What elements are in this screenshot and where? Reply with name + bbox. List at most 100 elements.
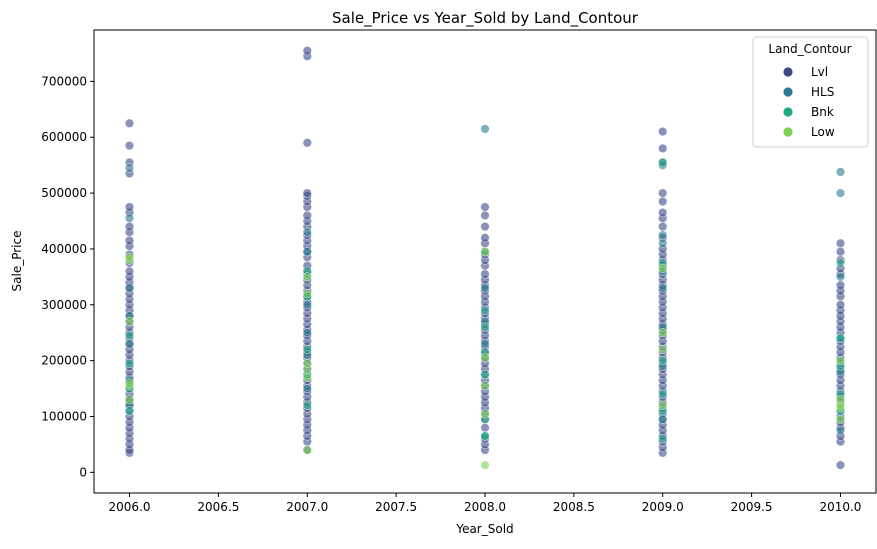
data-point-low bbox=[658, 400, 668, 410]
x-tick-label: 2007.0 bbox=[286, 500, 328, 514]
data-point-hls bbox=[302, 300, 312, 310]
y-tick-label: 300000 bbox=[41, 298, 87, 312]
y-tick-label: 600000 bbox=[41, 130, 87, 144]
legend: Land_Contour Lvl HLS Bnk Low bbox=[752, 36, 869, 148]
x-axis: 2006.0 2006.5 2007.0 2007.5 2008.0 2008.5 2009… bbox=[109, 493, 861, 514]
data-point-bnk bbox=[124, 358, 135, 369]
data-point-lvl bbox=[658, 188, 668, 198]
data-point-hls bbox=[658, 238, 668, 248]
data-point-hls bbox=[658, 230, 668, 240]
y-tick-label: 400000 bbox=[41, 242, 87, 256]
data-point-hls bbox=[835, 188, 846, 198]
data-point-low bbox=[835, 414, 846, 424]
data-point-low bbox=[302, 372, 312, 383]
data-point-bnk bbox=[658, 356, 668, 366]
data-point-bnk bbox=[480, 322, 490, 332]
data-point-low bbox=[480, 353, 490, 363]
data-point-hls bbox=[480, 124, 490, 134]
data-point-lvl bbox=[302, 46, 312, 56]
data-point-lvl bbox=[480, 269, 490, 279]
legend-label-low: Low bbox=[811, 125, 835, 139]
legend-marker-bnk bbox=[783, 107, 793, 117]
data-point-hls bbox=[302, 328, 312, 338]
data-point-lvl bbox=[835, 247, 846, 257]
data-point-hls bbox=[302, 227, 312, 237]
legend-title: Land_Contour bbox=[768, 42, 851, 56]
y-tick-label: 200000 bbox=[41, 354, 87, 368]
x-tick-label: 2010.0 bbox=[819, 500, 861, 514]
data-point-bnk bbox=[302, 400, 312, 410]
y-tick-label: 0 bbox=[79, 465, 87, 479]
data-point-low bbox=[835, 356, 846, 366]
data-point-lvl bbox=[835, 460, 846, 470]
data-point-hls bbox=[124, 339, 135, 349]
data-point-hls bbox=[480, 283, 490, 293]
data-point-lvl bbox=[658, 196, 668, 207]
data-point-lvl bbox=[124, 118, 135, 128]
data-point-lvl bbox=[302, 210, 312, 220]
data-point-low bbox=[124, 316, 135, 327]
data-point-low bbox=[658, 263, 668, 274]
y-tick-label: 100000 bbox=[41, 409, 87, 423]
data-point-low bbox=[658, 328, 668, 338]
data-point-hls bbox=[835, 167, 846, 177]
data-point-lvl bbox=[480, 202, 490, 212]
data-point-hls bbox=[658, 414, 668, 424]
data-point-lvl bbox=[658, 222, 668, 232]
data-point-hls bbox=[124, 283, 135, 293]
data-point-hls bbox=[124, 163, 135, 173]
legend-marker-lvl bbox=[783, 67, 793, 77]
legend-marker-low bbox=[783, 127, 793, 137]
data-point-bnk bbox=[124, 406, 135, 416]
data-point-hls bbox=[835, 272, 846, 282]
data-point-low bbox=[124, 395, 135, 405]
data-point-lvl bbox=[835, 280, 846, 290]
data-point-bnk bbox=[124, 330, 135, 341]
legend-label-lvl: Lvl bbox=[811, 65, 828, 79]
data-point-lvl bbox=[302, 188, 312, 198]
y-tick-label: 500000 bbox=[41, 186, 87, 200]
data-point-lvl bbox=[480, 210, 490, 220]
data-point-low bbox=[480, 247, 490, 257]
data-point-hls bbox=[124, 213, 135, 223]
data-point-low bbox=[124, 378, 135, 388]
data-point-low bbox=[658, 344, 668, 355]
data-point-lvl bbox=[124, 266, 135, 276]
data-point-bnk bbox=[302, 344, 312, 355]
data-point-bnk bbox=[480, 370, 490, 380]
y-axis-label: Sale_Price bbox=[10, 231, 24, 292]
data-point-hls bbox=[480, 339, 490, 349]
data-point-bnk bbox=[658, 389, 668, 399]
data-point-hls bbox=[302, 247, 312, 257]
x-tick-label: 2006.5 bbox=[197, 500, 239, 514]
data-point-low bbox=[124, 252, 135, 262]
data-point-lvl bbox=[658, 127, 668, 137]
data-point-lvl bbox=[124, 222, 135, 232]
data-point-lvl bbox=[302, 138, 312, 148]
legend-box bbox=[752, 36, 869, 148]
data-point-lvl bbox=[124, 141, 135, 151]
data-point-bnk bbox=[480, 431, 490, 441]
x-tick-label: 2007.5 bbox=[375, 500, 417, 514]
data-point-bnk bbox=[480, 305, 490, 316]
data-point-lvl bbox=[658, 208, 668, 218]
data-point-lvl bbox=[480, 222, 490, 232]
y-axis: 0 100000 200000 300000 400000 500000 600000 700… bbox=[41, 74, 94, 479]
chart-title: Sale_Price vs Year_Sold by Land_Contour bbox=[332, 9, 639, 28]
data-point-low bbox=[480, 460, 490, 470]
data-point-lvl bbox=[124, 202, 135, 212]
data-point-hls bbox=[835, 425, 846, 436]
data-point-bnk bbox=[835, 258, 846, 268]
x-tick-label: 2008.0 bbox=[464, 500, 506, 514]
points-layer bbox=[124, 46, 846, 470]
x-tick-label: 2008.5 bbox=[553, 500, 595, 514]
data-point-hls bbox=[658, 283, 668, 293]
data-point-low bbox=[302, 445, 312, 455]
x-axis-label: Year_Sold bbox=[455, 522, 513, 536]
data-point-lvl bbox=[658, 143, 668, 153]
legend-label-bnk: Bnk bbox=[811, 105, 834, 119]
data-point-low bbox=[302, 272, 312, 282]
data-point-bnk bbox=[658, 434, 668, 444]
